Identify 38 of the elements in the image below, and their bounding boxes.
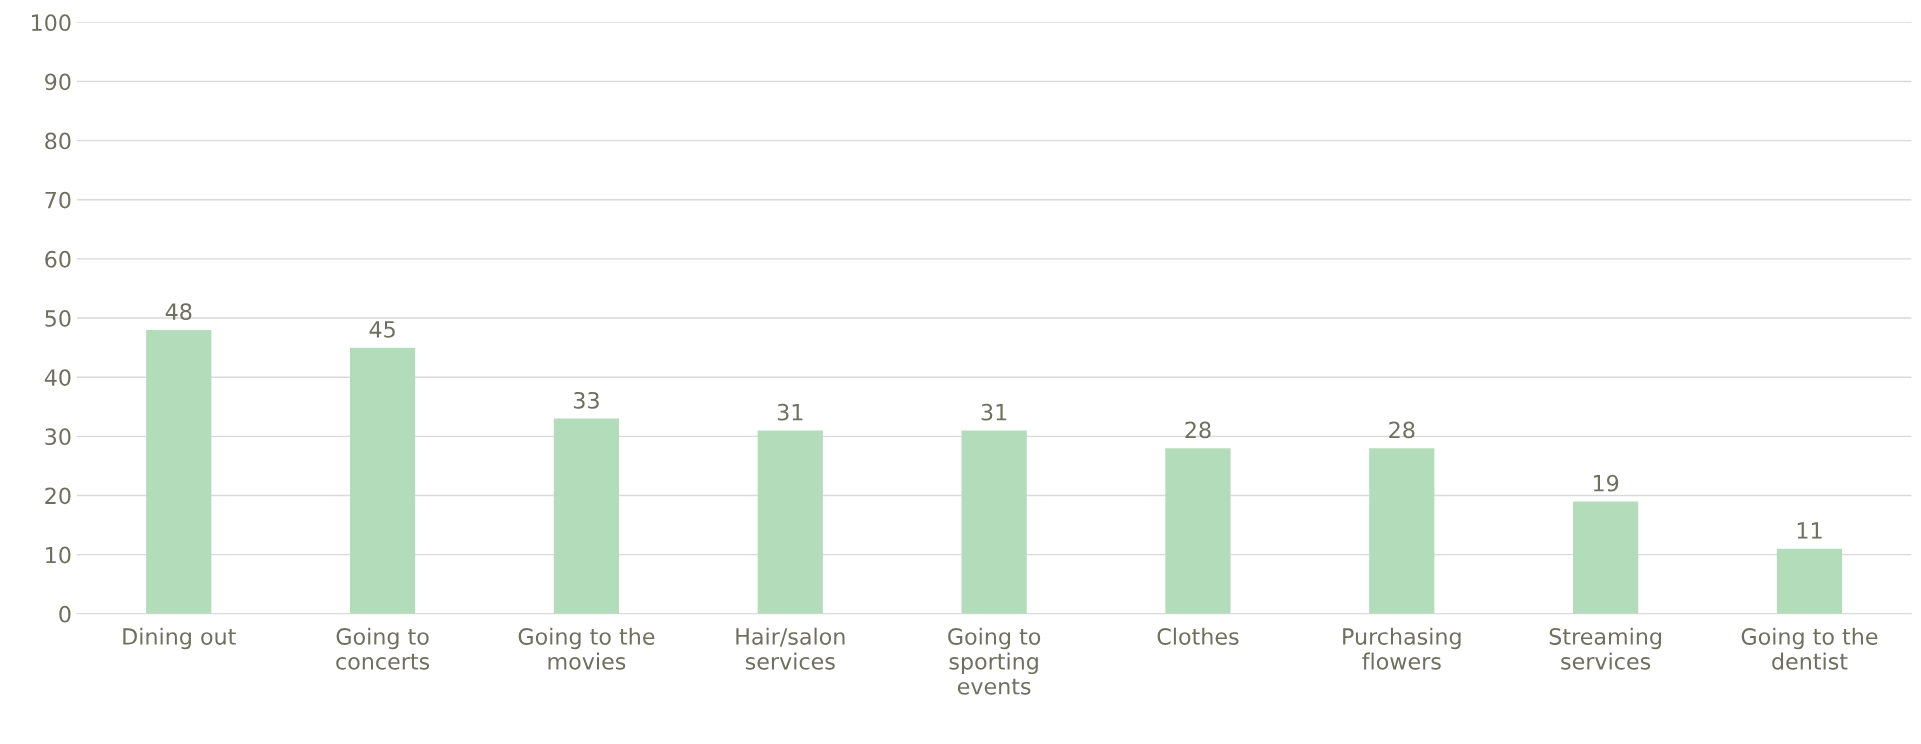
bar	[1369, 448, 1435, 614]
x-tick-label: Dining out	[123, 627, 236, 650]
y-tick-label: 0	[59, 605, 71, 623]
y-tick-label: 40	[44, 369, 71, 386]
data-label: 11	[1797, 522, 1822, 539]
y-tick-label: 30	[45, 428, 71, 446]
y-tick-label: 50	[45, 310, 71, 327]
x-tick-label: Going to concerts	[336, 627, 430, 670]
x-tick-label: Hair/salon services	[736, 627, 845, 670]
data-label: 45	[369, 321, 395, 338]
bar	[349, 347, 416, 614]
bar	[1776, 548, 1843, 614]
bar	[1165, 448, 1231, 614]
y-tick-label: 20	[45, 487, 71, 505]
x-tick-label: Going to the dentist	[1741, 627, 1878, 670]
bar	[757, 430, 823, 614]
data-label: 31	[981, 403, 1007, 421]
data-label: 33	[573, 391, 599, 409]
data-label: 28	[1185, 421, 1211, 439]
x-tick-label: Going to the movies	[518, 627, 655, 670]
y-tick-label: 10	[46, 546, 71, 564]
y-tick-label: 80	[45, 132, 71, 150]
y-tick-label: 60	[45, 250, 71, 268]
data-label: 48	[165, 303, 192, 321]
data-label: 28	[1389, 421, 1415, 439]
x-tick-label: Clothes	[1157, 627, 1239, 645]
data-label: 19	[1593, 474, 1619, 492]
y-tick-label: 90	[45, 73, 71, 91]
bar	[553, 418, 620, 614]
bar	[1573, 501, 1639, 614]
x-tick-label: Purchasing flowers	[1343, 627, 1461, 670]
y-tick-label: 100	[32, 14, 71, 32]
bar	[961, 430, 1027, 614]
bar	[146, 329, 212, 614]
y-tick-label: 70	[45, 191, 71, 209]
x-tick-label: Streaming services	[1549, 627, 1661, 670]
data-label: 31	[777, 403, 803, 421]
x-tick-label: Going to sporting events	[948, 627, 1041, 695]
